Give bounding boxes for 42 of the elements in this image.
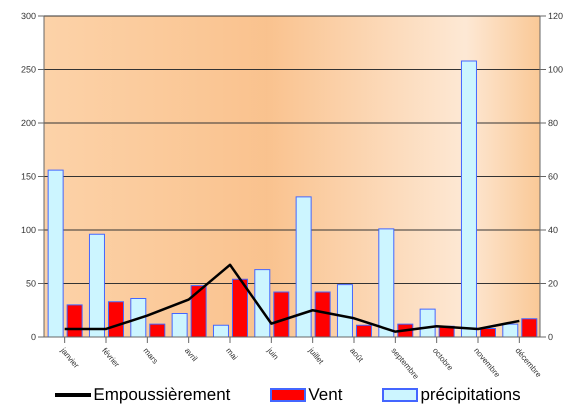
y-tick-label: 0 (30, 332, 36, 342)
y2-tick-label: 100 (548, 64, 564, 75)
bar (420, 308, 436, 337)
bar (108, 301, 124, 337)
bar (356, 324, 372, 337)
line-series (63, 264, 521, 333)
bar (149, 324, 166, 337)
bar (212, 324, 229, 337)
y-tick-label: 300 (20, 11, 36, 22)
bar (232, 278, 248, 337)
y2-tick-label: 60 (548, 172, 558, 182)
y2-tick-label: 120 (548, 11, 564, 22)
y2-tick-label: 20 (548, 278, 558, 289)
bar (130, 298, 146, 337)
x-tick-label: juin (264, 345, 280, 362)
y2-tick-label: 40 (548, 225, 558, 236)
bar (88, 234, 105, 337)
y-tick-label: 100 (20, 225, 36, 236)
bar (521, 318, 538, 337)
bar (336, 284, 353, 337)
y-tick-label: 50 (26, 278, 36, 289)
bar (378, 228, 394, 337)
bar (460, 60, 477, 337)
y-tick-label: 150 (20, 172, 36, 182)
legend-label: Vent (308, 385, 342, 405)
bar (66, 304, 83, 337)
y2-tick-label: 80 (548, 118, 558, 128)
y-tick-label: 250 (20, 64, 36, 75)
legend-label: Empoussièrement (93, 385, 230, 405)
bar (254, 269, 270, 337)
y2-tick-label: 0 (548, 332, 554, 342)
bar (48, 170, 64, 337)
bar (273, 292, 290, 337)
bar (314, 292, 331, 337)
y-tick-label: 200 (20, 118, 36, 128)
x-tick-label: mai (224, 346, 240, 362)
bar (190, 285, 207, 337)
bar (172, 312, 188, 337)
bar (502, 324, 518, 337)
x-tick-label: avril (182, 346, 200, 364)
bar (296, 196, 312, 337)
legend-label: précipitations (420, 385, 521, 405)
